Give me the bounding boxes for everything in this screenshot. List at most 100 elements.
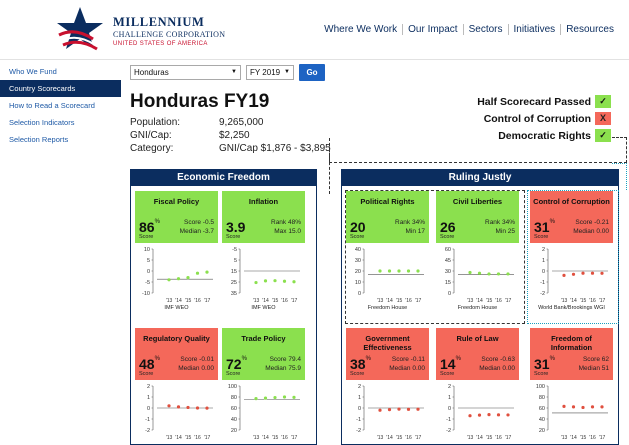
indicator-chart: 2 1 0 -1 -2 '13'14'15'16'17 [540,247,608,304]
y-tick-label: 40 [231,417,237,423]
indicator-stat-2: Min 17 [405,228,425,235]
y-tick-label: 100 [536,384,545,390]
x-tick-label: '17 [415,435,422,441]
data-point [254,397,258,401]
indicator-name: Control of Corruption [533,197,610,206]
data-point [406,269,411,273]
indicator-chart: 10 5 0 -5 -10 '13'14'15'16'17 [142,247,213,304]
page-title: Honduras FY19 [130,91,270,112]
data-point [487,413,491,417]
x-tick-label: '15 [396,435,403,441]
summary-control-corruption: Control of Corruption X [484,112,611,125]
x-tick-label: '15 [580,298,587,304]
data-point [292,395,296,399]
indicator-value-number: 20 [350,219,366,235]
x-tick-label: '17 [599,435,606,441]
year-select[interactable]: FY 2019 ▼ [246,65,294,80]
y-tick-label: 80 [539,395,545,401]
y-tick-label: 2 [147,384,150,390]
nav-where-we-work[interactable]: Where We Work [324,24,398,35]
indicator-value-sup: % [549,219,555,225]
y-tick-label: -5 [232,247,237,253]
logo-country: UNITED STATES OF AMERICA [113,41,208,47]
data-point [378,408,382,412]
mcc-star-logo-icon[interactable] [55,5,105,51]
indicator-header: Political Rights 20 Score Rank 34% Min 17 [346,191,429,243]
x-tick-label: '16 [281,435,288,441]
indicator-card[interactable]: Civil Liberties 26 Score Rank 34% Min 25 Free… [434,189,521,313]
indicator-card[interactable]: Inflation 3.9 Score Rank 48% Max 15.0 IMF WEO… [220,189,307,313]
x-tick-label: '17 [505,435,512,441]
indicator-chart: 60 45 30 15 0 '13'14'15'16'17 [445,247,514,304]
indicator-header: Regulatory Quality 48% Score Score -0.01 Med… [135,328,218,380]
y-tick-label: 60 [231,406,237,412]
indicator-value-sup: % [455,356,461,362]
sidebar: Who We Fund Country Scorecards How to Re… [0,63,121,148]
y-tick-label: 2 [358,384,361,390]
indicator-value: 72% [226,356,247,372]
y-tick-label: 1 [448,395,451,401]
indicator-card[interactable]: Rule of Law 14% Score Score -0.63 Median 0.0… [434,326,521,445]
indicator-value-label: Score [139,234,154,240]
indicator-value: 20 [350,219,366,235]
indicator-value: 48% [139,356,160,372]
x-tick-label: '14 [386,435,393,441]
sidebar-item-selection-indicators[interactable]: Selection Indicators [9,118,75,127]
nav-initiatives[interactable]: Initiatives [507,24,561,35]
year-select-value: FY 2019 [250,68,281,77]
indicator-card[interactable]: Political Rights 20 Score Rank 34% Min 17 Fre… [344,189,431,313]
indicator-stat-2: Min 25 [495,228,515,235]
x-tick-label: '16 [589,298,596,304]
y-tick-label: -2 [356,428,361,434]
data-point [282,395,287,399]
summary-democratic-rights: Democratic Rights ✓ [498,129,611,142]
indicator-card[interactable]: Control of Corruption 31% Score Score -0.21… [528,189,615,313]
data-point [195,271,200,275]
indicator-header: Fiscal Policy 86% Score Score -0.5 Median -3… [135,191,218,243]
x-tick-label: '14 [175,298,182,304]
data-point [600,271,604,275]
indicator-card[interactable]: Government Effectiveness 38% Score Score -0… [344,326,431,445]
y-tick-label: 45 [445,258,451,264]
summary-label: Control of Corruption [483,112,591,125]
sidebar-item-how-to-read[interactable]: How to Read a Scorecard [9,101,95,110]
y-tick-label: -1 [356,417,361,423]
indicator-card[interactable]: Regulatory Quality 48% Score Score -0.01 Med… [133,326,220,445]
category-row: Category: GNI/Cap $1,876 - $3,895 [130,143,331,154]
indicator-value: 31% [534,356,555,372]
indicator-stat-1: Rank 48% [271,219,301,226]
country-select[interactable]: Honduras ▼ [130,65,241,80]
sidebar-item-selection-reports[interactable]: Selection Reports [9,135,69,144]
nav-sectors[interactable]: Sectors [462,24,508,35]
indicator-header: Rule of Law 14% Score Score -0.63 Median 0.0… [436,328,519,380]
y-tick-label: 20 [539,428,545,434]
indicator-card[interactable]: Fiscal Policy 86% Score Score -0.5 Median -3… [133,189,220,313]
nav-our-impact[interactable]: Our Impact [402,24,462,35]
indicator-header: Trade Policy 72% Score Score 79.4 Median 75.… [222,328,305,380]
gni-value: $2,250 [219,130,250,141]
indicator-chart: 2 1 0 -1 -2 '13'14'15'16'17 [145,384,213,441]
go-button[interactable]: Go [299,64,325,81]
indicator-card[interactable]: Trade Policy 72% Score Score 79.4 Median 75.… [220,326,307,445]
indicator-card[interactable]: Freedom of Information 31% Score Score 62 Me… [528,326,615,445]
category-label: Category: [130,143,174,154]
y-tick-label: 30 [445,269,451,275]
y-tick-label: 60 [539,406,545,412]
country-select-value: Honduras [134,68,169,77]
indicator-name: Inflation [248,197,279,206]
y-tick-label: -1 [446,417,451,423]
indicator-value-number: 3.9 [226,219,246,235]
nav-resources[interactable]: Resources [560,24,619,35]
x-tick-label: '15 [272,435,279,441]
indicator-stat-2: Median 0.00 [479,365,515,372]
x-tick-label: '16 [281,298,288,304]
y-tick-label: 10 [355,280,361,286]
sidebar-item-country-scorecards[interactable]: Country Scorecards [0,80,121,97]
sidebar-item-who-we-fund[interactable]: Who We Fund [9,67,57,76]
indicator-stat-2: Median 0.00 [178,365,214,372]
population-row: Population: 9,265,000 [130,117,264,128]
y-tick-label: 60 [445,247,451,253]
y-tick-label: 40 [539,417,545,423]
data-point [387,269,392,273]
y-tick-label: 0 [358,406,361,412]
